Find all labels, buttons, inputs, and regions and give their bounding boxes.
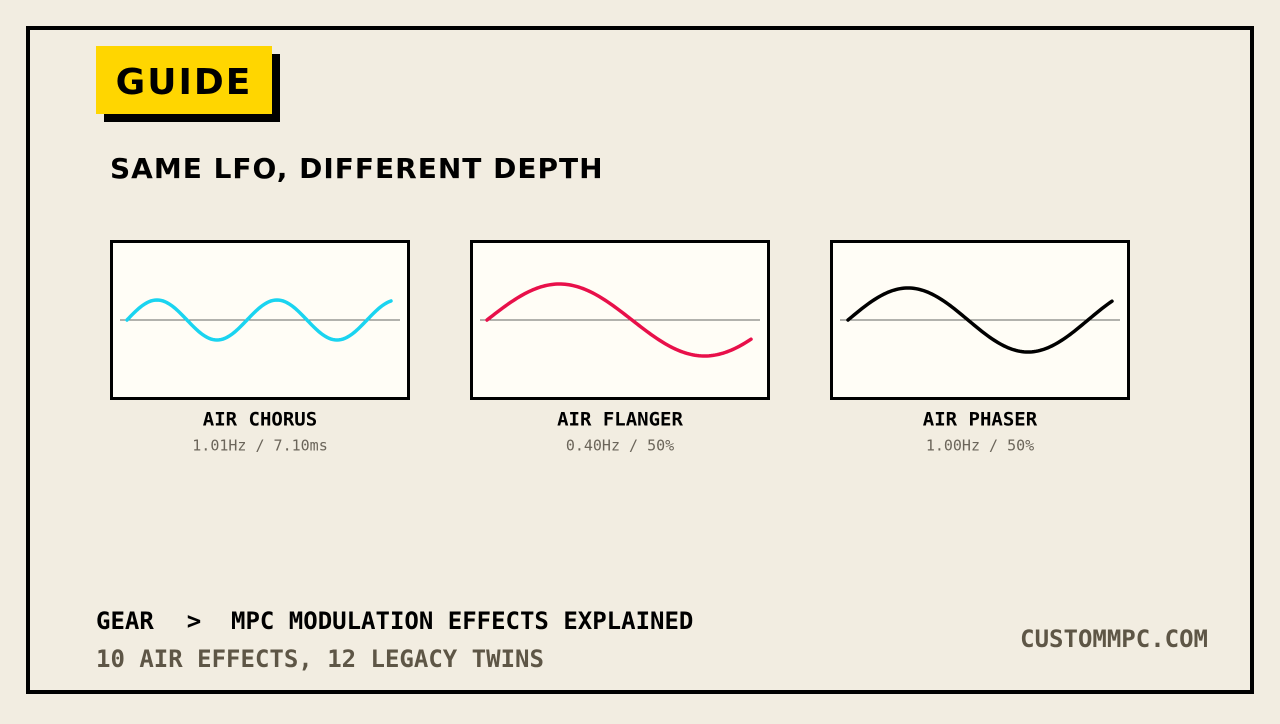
- badge: [96, 46, 272, 114]
- effect-params: 1.01Hz / 7.10ms: [192, 437, 327, 455]
- breadcrumb-item: GEAR: [96, 607, 154, 635]
- breadcrumb-item: MPC MODULATION EFFECTS EXPLAINED: [231, 607, 693, 635]
- subtitle: 10 AIR EFFECTS, 12 LEGACY TWINS: [96, 645, 544, 673]
- effect-name: AIR CHORUS: [203, 409, 317, 431]
- effect-params: 1.00Hz / 50%: [926, 437, 1034, 455]
- effect-params: 0.40Hz / 50%: [566, 437, 674, 455]
- lfo-wave: [125, 298, 393, 342]
- site: CUSTOMMPC.COM: [1020, 625, 1208, 653]
- panels: AIR CHORUS 1.01Hz / 7.10ms AIR FLANGER 0.40…: [110, 240, 1130, 455]
- lfo-wave: [846, 286, 1114, 354]
- effect-name: AIR PHASER: [923, 409, 1038, 431]
- breadcrumb-separator: >: [187, 607, 201, 635]
- lfo-wave: [485, 282, 753, 358]
- frame: [26, 26, 1254, 694]
- badge-text: GUIDE: [116, 62, 253, 103]
- effect-name: AIR FLANGER: [557, 409, 683, 431]
- heading: SAME LFO, DIFFERENT DEPTH: [110, 152, 604, 185]
